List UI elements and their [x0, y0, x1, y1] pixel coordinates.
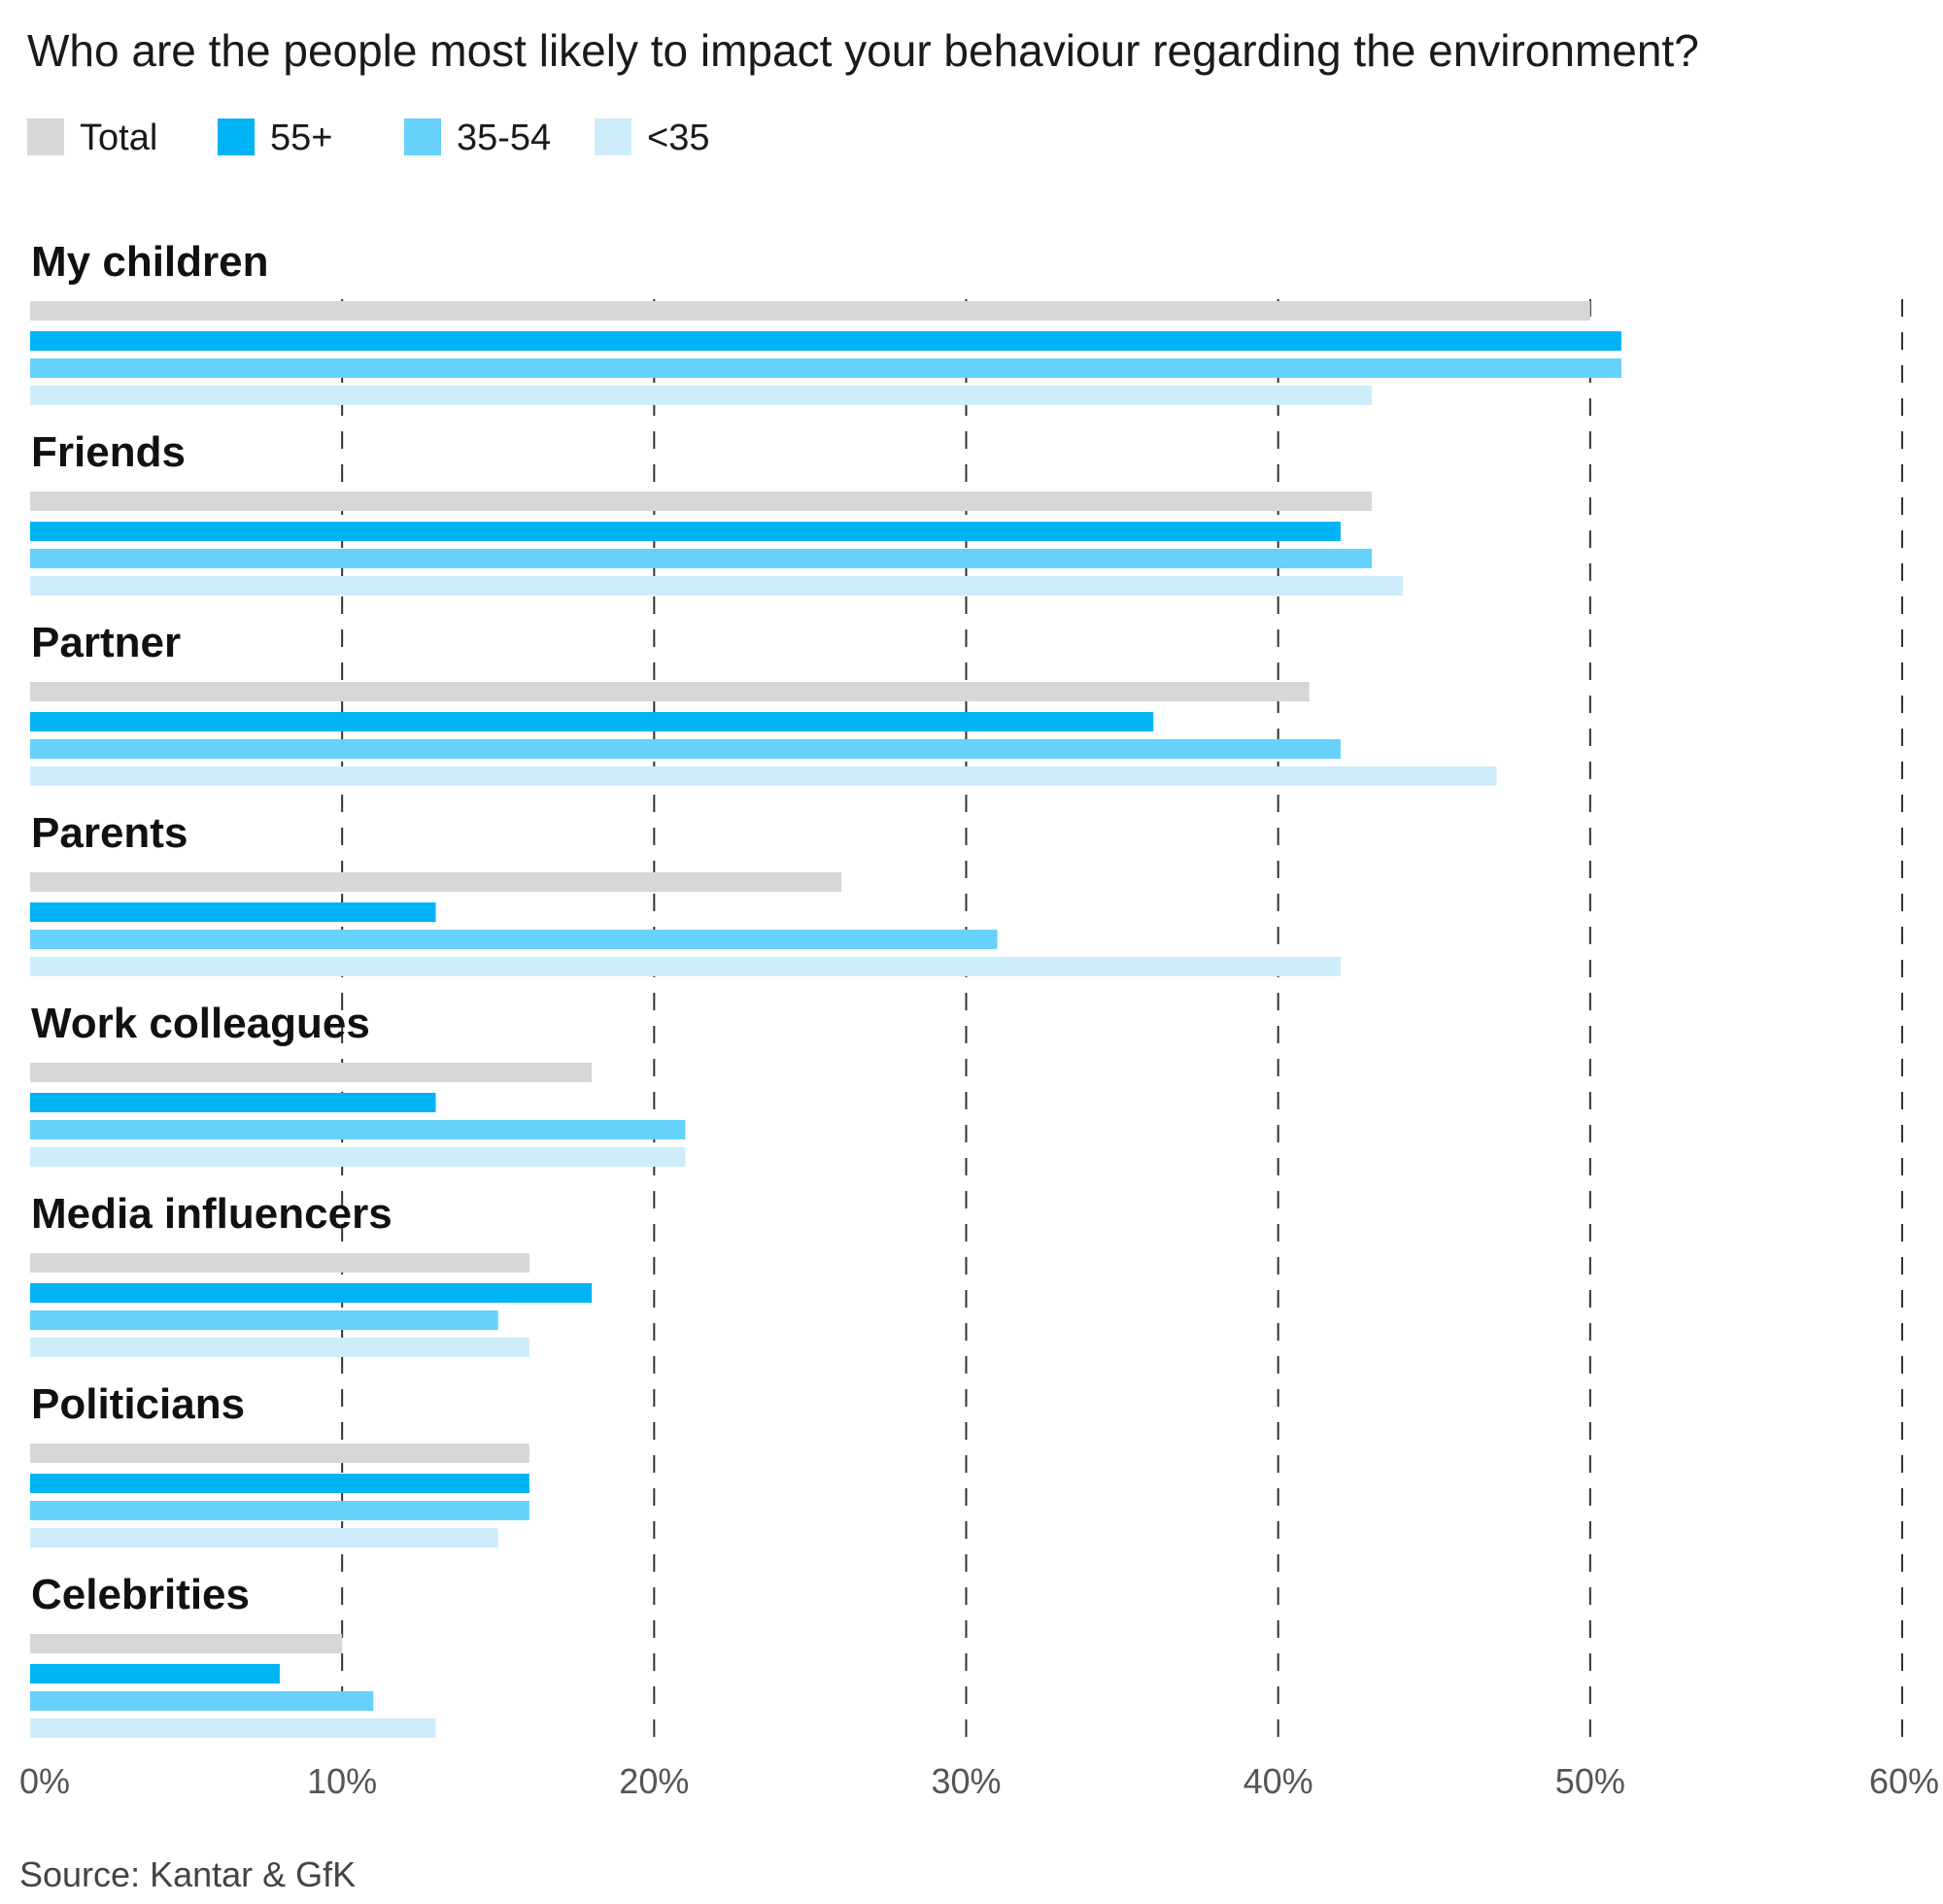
bar: [30, 358, 1621, 378]
chart-title: Who are the people most likely to impact…: [27, 25, 1699, 76]
bar: [30, 682, 1310, 701]
x-tick-label: 20%: [619, 1761, 689, 1801]
legend-swatch: [218, 119, 255, 155]
bar: [30, 331, 1621, 351]
bar: [30, 386, 1373, 405]
bar: [30, 1093, 436, 1112]
x-axis: 0% 10% 20% 30% 40% 50% 60%: [19, 1761, 1939, 1801]
legend-label: 55+: [270, 118, 332, 158]
bar: [30, 301, 1590, 321]
bar: [30, 1474, 529, 1493]
bar: [30, 1444, 529, 1463]
category-label: Friends: [31, 428, 186, 476]
bar: [30, 1147, 686, 1167]
bars: [30, 301, 1621, 1738]
bar: [30, 576, 1404, 595]
category-label: Celebrities: [31, 1571, 250, 1618]
legend-swatch: [595, 119, 631, 155]
bar: [30, 1718, 436, 1738]
legend-swatch: [27, 119, 64, 155]
bar: [30, 1063, 593, 1082]
x-tick-label: 40%: [1244, 1761, 1313, 1801]
bar: [30, 1501, 529, 1520]
bar: [30, 1338, 529, 1357]
x-tick-label: 50%: [1555, 1761, 1625, 1801]
bar: [30, 522, 1341, 541]
bar: [30, 902, 436, 922]
bar: [30, 872, 842, 892]
category-label: Parents: [31, 809, 187, 857]
legend-swatch: [404, 119, 441, 155]
x-tick-label: 10%: [307, 1761, 377, 1801]
legend-label: Total: [80, 118, 157, 158]
bar: [30, 930, 998, 949]
x-tick-label: 30%: [931, 1761, 1001, 1801]
category-label: My children: [31, 238, 269, 286]
bar: [30, 549, 1373, 568]
legend-label: 35-54: [457, 118, 551, 158]
category-label: Politicians: [31, 1380, 245, 1428]
gridlines: [341, 299, 1903, 1744]
x-tick-label: 0%: [19, 1761, 70, 1801]
bar: [30, 739, 1341, 759]
bar: [30, 1310, 498, 1330]
bar: [30, 1634, 343, 1653]
bar: [30, 1120, 686, 1139]
bar: [30, 1253, 529, 1273]
x-tick-label: 60%: [1869, 1761, 1939, 1801]
bar: [30, 1283, 593, 1303]
bar: [30, 712, 1154, 731]
bar: [30, 766, 1497, 786]
bar: [30, 1691, 374, 1711]
bar: [30, 1528, 498, 1547]
bar: [30, 492, 1373, 511]
source-note: Source: Kantar & GfK: [19, 1854, 356, 1894]
legend-label: <35: [647, 118, 709, 158]
category-labels: My children Friends Partner Parents Work col…: [31, 238, 392, 1618]
category-label: Media influencers: [31, 1190, 392, 1238]
bar: [30, 957, 1341, 976]
category-label: Partner: [31, 619, 181, 666]
bar: [30, 1664, 280, 1683]
legend: Total 55+ 35-54 <35: [27, 118, 709, 158]
category-label: Work colleagues: [31, 1000, 370, 1047]
